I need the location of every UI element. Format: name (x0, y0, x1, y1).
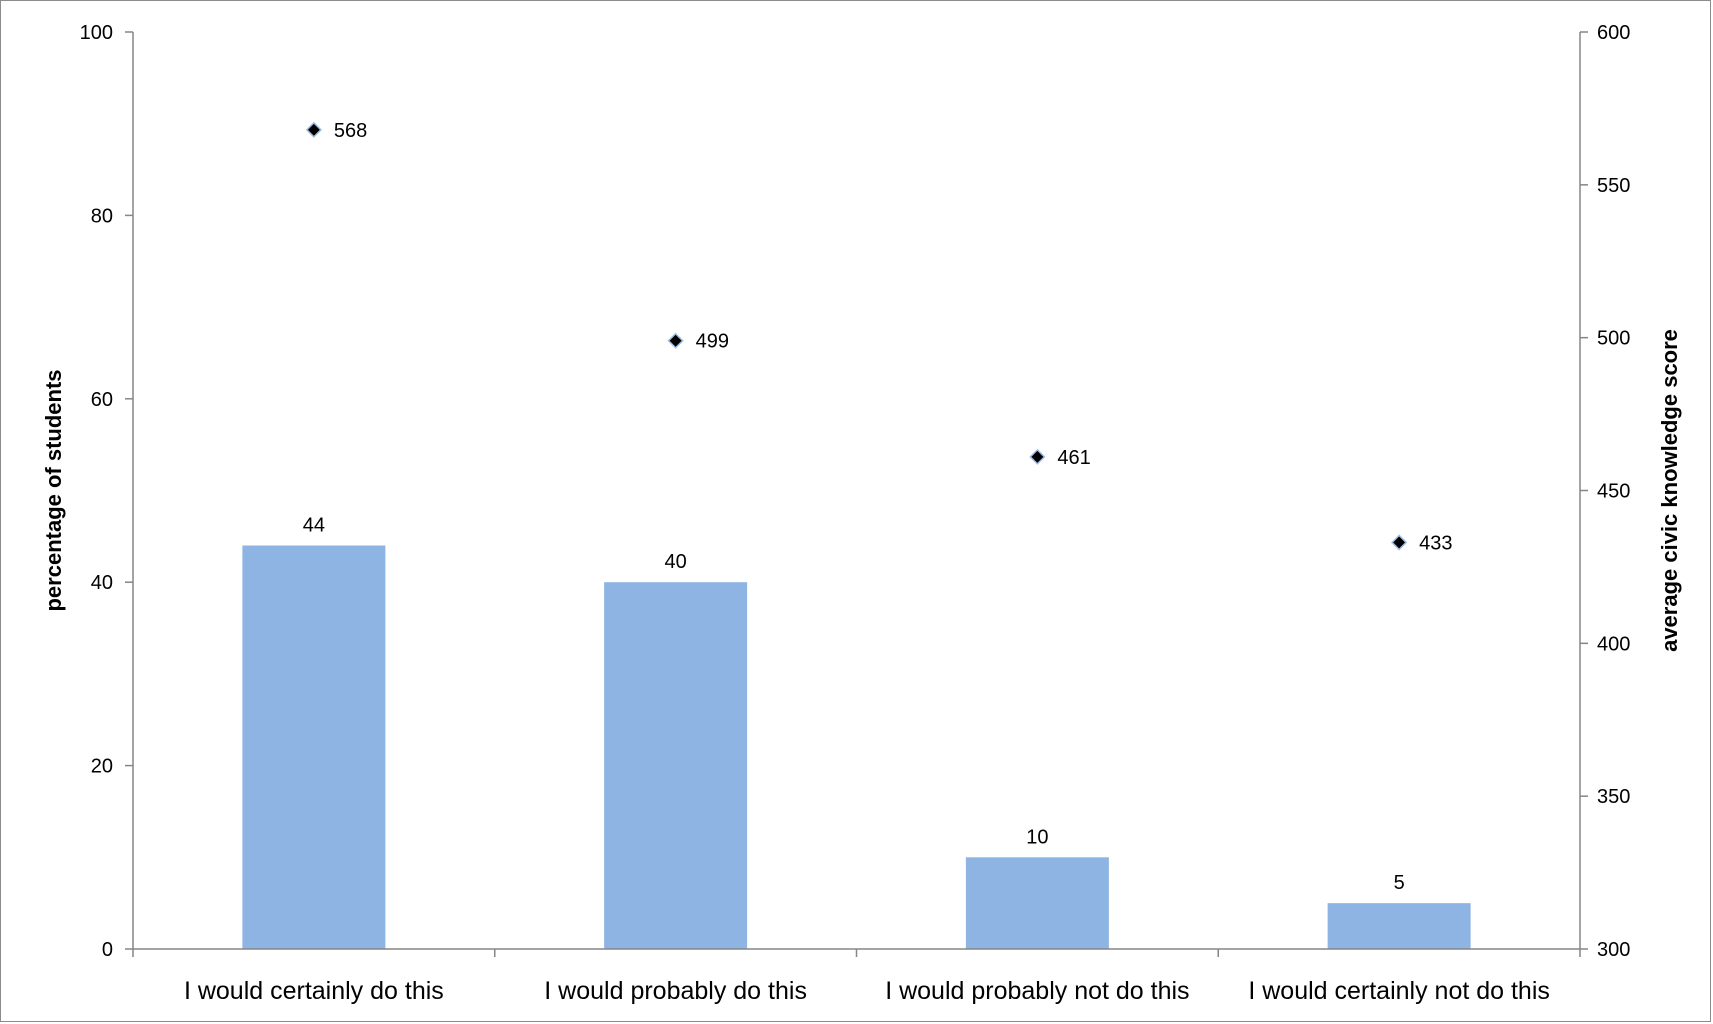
bar-value-label: 40 (665, 551, 687, 573)
bar (1327, 903, 1471, 949)
left-axis-title: percentage of students (41, 369, 66, 611)
right-tick-label: 450 (1597, 481, 1630, 503)
left-tick-label: 0 (102, 939, 113, 961)
bar-value-label: 5 (1394, 872, 1405, 894)
score-marker (1029, 448, 1046, 465)
left-tick-label: 60 (91, 389, 113, 411)
left-tick-label: 40 (91, 572, 113, 594)
right-tick-label: 500 (1597, 328, 1630, 350)
category-label: I would probably not do this (885, 977, 1189, 1005)
category-label: I would probably do this (544, 977, 807, 1005)
score-value-label: 568 (334, 120, 367, 142)
score-marker (1391, 534, 1408, 551)
left-tick-label: 20 (91, 756, 113, 778)
bar-value-label: 44 (303, 515, 325, 537)
category-label: I would certainly not do this (1248, 977, 1550, 1005)
right-tick-label: 400 (1597, 633, 1630, 655)
score-value-label: 499 (696, 331, 729, 353)
left-tick-label: 100 (80, 22, 113, 44)
score-marker (305, 121, 322, 138)
score-value-label: 433 (1419, 532, 1452, 554)
category-label: I would certainly do this (184, 977, 444, 1005)
left-tick-label: 80 (91, 205, 113, 227)
right-tick-label: 350 (1597, 786, 1630, 808)
right-axis-title: average civic knowledge score (1657, 329, 1682, 652)
right-tick-label: 600 (1597, 22, 1630, 44)
bar (242, 545, 386, 949)
right-tick-label: 300 (1597, 939, 1630, 961)
bar-value-label: 10 (1026, 826, 1048, 848)
score-value-label: 461 (1057, 447, 1090, 469)
bar (604, 582, 748, 949)
score-marker (667, 332, 684, 349)
right-tick-label: 550 (1597, 175, 1630, 197)
bar (965, 857, 1109, 949)
